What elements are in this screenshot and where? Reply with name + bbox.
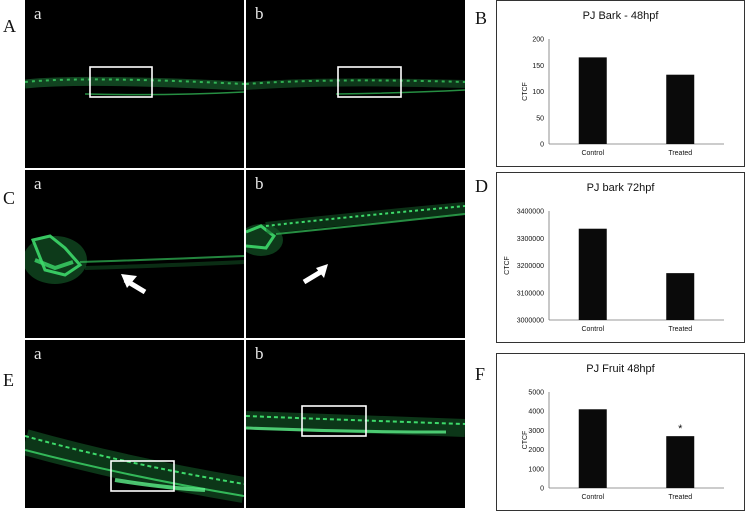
- y-tick-label: 0: [540, 486, 544, 493]
- y-tick-label: 50: [536, 115, 544, 122]
- panel-letter-a: A: [3, 16, 16, 36]
- chart-d-bark-72hpf: PJ bark 72hpf 3000000 3100000 3200000 330000…: [496, 172, 745, 343]
- y-tick-label: 4000: [528, 409, 544, 416]
- y-tick-label: 3300000: [517, 236, 544, 243]
- micrograph-e-control: a: [25, 340, 244, 508]
- significance-annotation: *: [678, 423, 683, 435]
- bar-treated: [666, 74, 695, 144]
- bar-control: [578, 409, 607, 488]
- y-tick-label: 100: [532, 89, 544, 96]
- x-tick-label: Control: [581, 326, 604, 333]
- micrograph-a-control: a: [25, 0, 244, 168]
- sub-label-a: a: [34, 344, 42, 363]
- sub-label-b: b: [255, 344, 264, 363]
- y-axis-label: CTCF: [522, 431, 529, 450]
- bar-treated: [666, 436, 695, 488]
- zebrafish-head-image: [25, 234, 244, 295]
- bar-treated: [666, 273, 695, 320]
- y-tick-label: 200: [532, 37, 544, 44]
- panel-letter-c: C: [3, 188, 16, 208]
- sub-label-a: a: [34, 4, 42, 23]
- bar-control: [578, 228, 607, 320]
- chart-title: PJ bark 72hpf: [587, 182, 656, 194]
- zebrafish-trunk-image: [25, 429, 244, 503]
- chart-b-bark-48hpf: PJ Bark - 48hpf 0 50 100 150 200 CTCF Control Tr…: [496, 0, 745, 167]
- y-tick-label: 3100000: [517, 290, 544, 297]
- bar-chart-svg: PJ Fruit 48hpf 0 1000 2000 3000 4000 5000 CTCF C…: [522, 363, 724, 501]
- bar-chart-svg: PJ Bark - 48hpf 0 50 100 150 200 CTCF Control Tr…: [522, 10, 724, 157]
- roi-box: [337, 66, 402, 98]
- panel-letter-d: D: [475, 176, 488, 196]
- micrograph-c-treated: b: [246, 170, 465, 338]
- chart-title: PJ Bark - 48hpf: [583, 10, 660, 22]
- y-tick-label: 3000: [528, 428, 544, 435]
- y-tick-label: 3400000: [517, 209, 544, 216]
- bar-chart-svg: PJ bark 72hpf 3000000 3100000 3200000 330000…: [504, 182, 724, 333]
- zebrafish-trunk-image: [25, 66, 244, 98]
- x-tick-label: Control: [581, 494, 604, 501]
- chart-title: PJ Fruit 48hpf: [586, 363, 655, 375]
- micrograph-e-treated: b: [246, 340, 465, 508]
- x-tick-label: Treated: [668, 326, 692, 333]
- zebrafish-head-image: [246, 202, 465, 285]
- panel-letter-e: E: [3, 370, 14, 390]
- y-axis-label: CTCF: [522, 82, 529, 101]
- micrograph-c-control: a: [25, 170, 244, 338]
- x-tick-label: Control: [581, 150, 604, 157]
- zebrafish-trunk-image: [246, 66, 465, 98]
- roi-box: [110, 460, 175, 492]
- y-tick-label: 1000: [528, 466, 544, 473]
- panel-letter-f: F: [475, 364, 486, 384]
- x-tick-label: Treated: [668, 150, 692, 157]
- y-tick-label: 2000: [528, 447, 544, 454]
- x-tick-label: Treated: [668, 494, 692, 501]
- y-tick-label: 150: [532, 63, 544, 70]
- y-tick-label: 3000000: [517, 318, 544, 325]
- micrograph-a-treated: b: [246, 0, 465, 168]
- roi-box: [301, 405, 367, 437]
- sub-label-a: a: [34, 174, 42, 193]
- panel-letter-b: B: [475, 8, 488, 28]
- zebrafish-trunk-image: [246, 405, 465, 437]
- y-tick-label: 3200000: [517, 263, 544, 270]
- bar-control: [578, 57, 607, 144]
- chart-f-fruit-48hpf: PJ Fruit 48hpf 0 1000 2000 3000 4000 5000 CTCF C…: [496, 353, 745, 511]
- roi-box: [89, 66, 153, 98]
- sub-label-b: b: [255, 4, 264, 23]
- y-tick-label: 5000: [528, 390, 544, 397]
- arrow-head-icon: [121, 274, 137, 288]
- arrow-head-icon: [316, 264, 328, 278]
- y-axis-label: CTCF: [504, 256, 511, 275]
- y-tick-label: 0: [540, 142, 544, 149]
- sub-label-b: b: [255, 174, 264, 193]
